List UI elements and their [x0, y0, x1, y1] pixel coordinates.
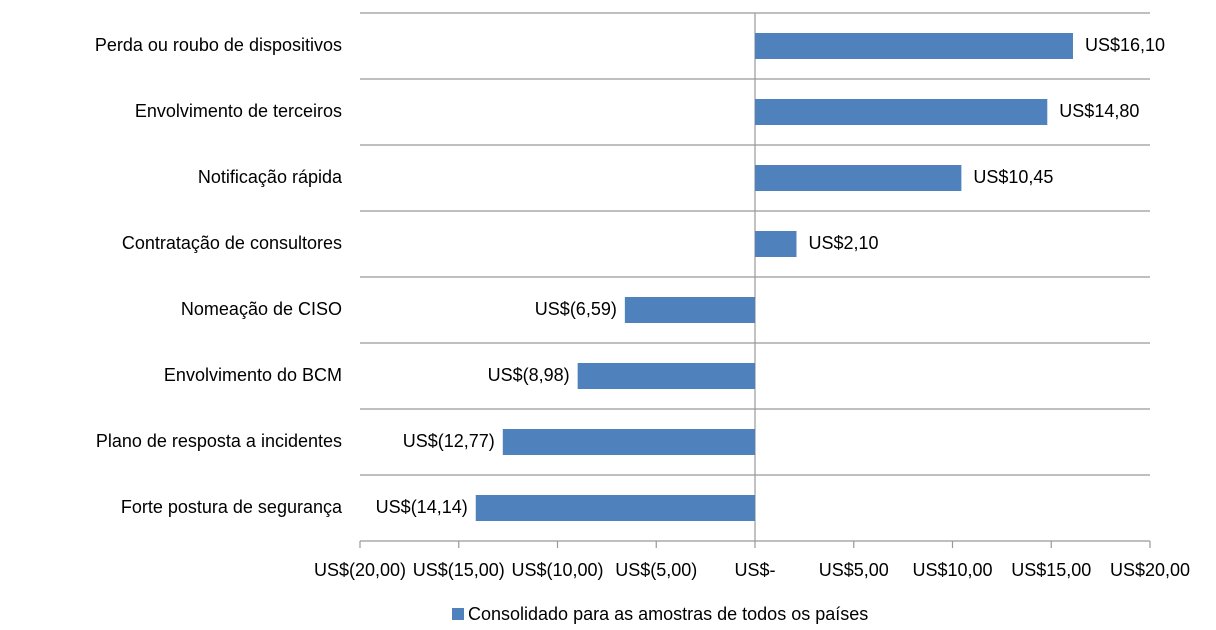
bar: [502, 429, 755, 455]
bar: [755, 231, 797, 257]
y-tick-label: Forte postura de segurança: [121, 497, 343, 517]
bar: [755, 33, 1073, 59]
x-tick-label: US$20,00: [1110, 560, 1190, 580]
bar: [755, 165, 962, 191]
value-label: US$16,10: [1085, 35, 1165, 55]
x-tick-label: US$(15,00): [413, 560, 505, 580]
x-tick-label: US$5,00: [819, 560, 889, 580]
x-tick-label: US$(5,00): [615, 560, 697, 580]
y-tick-label: Envolvimento de terceiros: [135, 101, 342, 121]
bar: [577, 363, 755, 389]
x-tick-label: US$15,00: [1011, 560, 1091, 580]
value-label: US$(8,98): [488, 365, 570, 385]
x-tick-label: US$(20,00): [314, 560, 406, 580]
legend-swatch: [452, 608, 464, 620]
x-tick-label: US$10,00: [912, 560, 992, 580]
y-tick-label: Nomeação de CISO: [181, 299, 342, 319]
legend-label: Consolidado para as amostras de todos os…: [468, 604, 868, 624]
bar: [624, 297, 755, 323]
bar: [475, 495, 755, 521]
x-tick-label: US$-: [734, 560, 775, 580]
y-tick-label: Contratação de consultores: [122, 233, 342, 253]
value-label: US$2,10: [808, 233, 878, 253]
value-label: US$(6,59): [535, 299, 617, 319]
y-tick-label: Envolvimento do BCM: [164, 365, 342, 385]
value-label: US$10,45: [973, 167, 1053, 187]
value-label: US$(12,77): [403, 431, 495, 451]
x-tick-label: US$(10,00): [511, 560, 603, 580]
value-label: US$(14,14): [376, 497, 468, 517]
value-label: US$14,80: [1059, 101, 1139, 121]
y-tick-label: Perda ou roubo de dispositivos: [95, 35, 342, 55]
y-tick-label: Plano de resposta a incidentes: [96, 431, 342, 451]
y-tick-label: Notificação rápida: [198, 167, 343, 187]
bar: [755, 99, 1048, 125]
